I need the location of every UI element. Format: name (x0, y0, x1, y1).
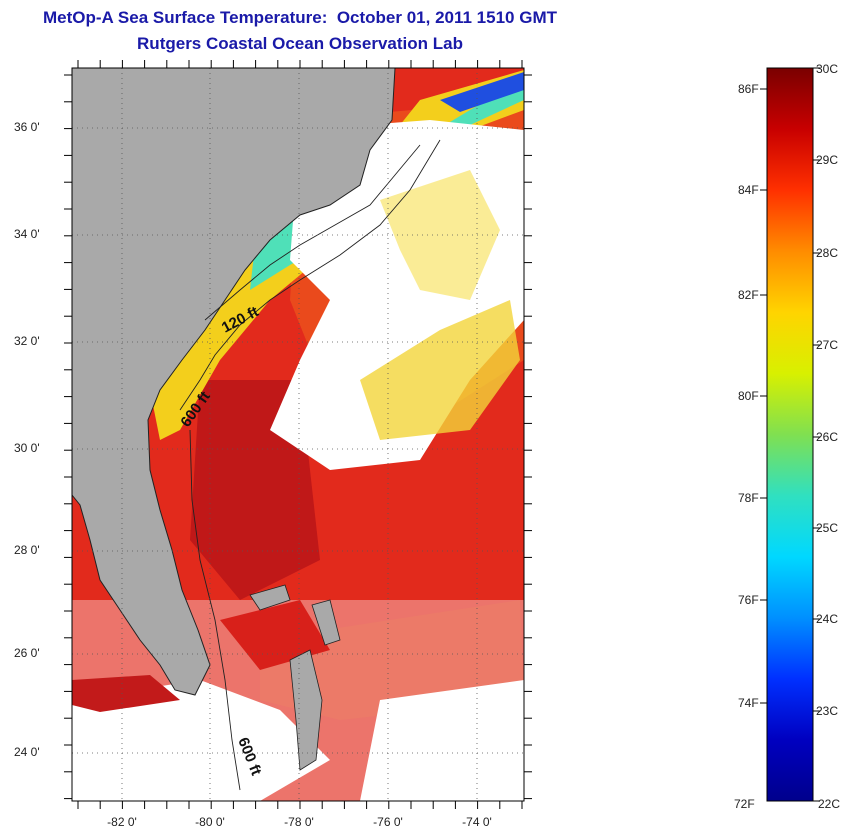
colorbar-label-24c: 24C (816, 612, 839, 626)
colorbar-label-30c: 30C (816, 62, 839, 76)
colorbar-label-74f: 74F (738, 696, 759, 710)
colorbar-label-28c: 28C (816, 246, 839, 260)
sst-zone-patch-yellow-2 (360, 300, 520, 440)
axis-ticks (64, 60, 532, 809)
colorbar-label-80f: 80F (738, 389, 759, 403)
colorbar-label-27c: 27C (816, 338, 839, 352)
sst-zone-straits (220, 600, 330, 670)
colorbar (766, 67, 814, 802)
land-andros-island (289, 649, 323, 771)
y-tick-label-36: 36 0' (14, 120, 40, 134)
map-title: MetOp-A Sea Surface Temperature: October… (43, 8, 557, 27)
map-frame (71, 67, 525, 802)
colorbar-label-22c: 22C (818, 797, 841, 811)
y-tick-label-34: 34 0' (14, 227, 40, 241)
contour-600ft (179, 139, 441, 411)
colorbar-label-72f: 72F (734, 797, 755, 811)
graticule (72, 68, 524, 801)
map-area (72, 68, 524, 801)
land-grand-bahama (249, 584, 291, 611)
cloud-cover-southwest (72, 680, 330, 801)
x-tick-label-82: -82 0' (107, 815, 137, 829)
x-tick-label-74: -74 0' (462, 815, 492, 829)
sst-zone-cold-north (440, 72, 524, 112)
colorbar-label-29c: 29C (816, 153, 839, 167)
x-tick-label-78: -78 0' (284, 815, 314, 829)
y-tick-label-30: 30 0' (14, 441, 40, 455)
x-tick-label-80: -80 0' (195, 815, 225, 829)
map-subtitle: Rutgers Coastal Ocean Observation Lab (137, 34, 463, 53)
land-southeast-us (72, 68, 396, 696)
y-tick-label-24: 24 0' (14, 745, 40, 759)
y-tick-label-32: 32 0' (14, 334, 40, 348)
cloud-cover-southeast (360, 680, 524, 801)
colorbar-label-86f: 86F (738, 82, 759, 96)
colorbar-label-23c: 23C (816, 704, 839, 718)
y-tick-label-26: 26 0' (14, 646, 40, 660)
x-tick-label-76: -76 0' (373, 815, 403, 829)
colorbar-label-82f: 82F (738, 288, 759, 302)
y-tick-label-28: 28 0' (14, 543, 40, 557)
sst-zone-patch-yellow (380, 170, 500, 300)
colorbar-label-26c: 26C (816, 430, 839, 444)
colorbar-ticks (760, 67, 820, 802)
colorbar-label-25c: 25C (816, 521, 839, 535)
contour-600ft-south (189, 429, 241, 791)
sst-zone-gulf-strip (72, 675, 180, 712)
colorbar-label-78f: 78F (738, 491, 759, 505)
colorbar-label-84f: 84F (738, 183, 759, 197)
land-abaco-island (311, 599, 341, 646)
colorbar-label-76f: 76F (738, 593, 759, 607)
